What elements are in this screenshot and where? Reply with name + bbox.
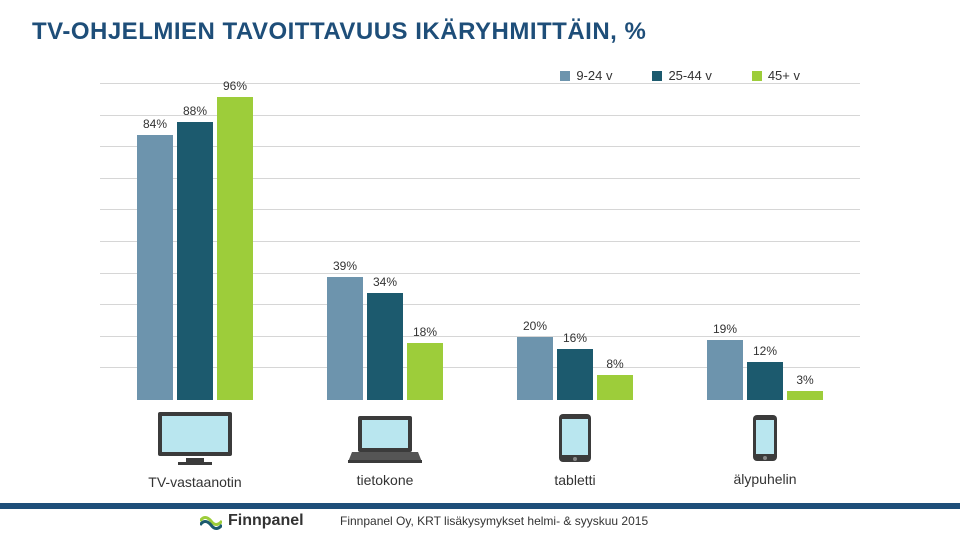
category-label: TV-vastaanotin bbox=[148, 474, 241, 490]
bar-value-label: 8% bbox=[597, 357, 633, 371]
legend-swatch bbox=[752, 71, 762, 81]
category-label: älypuhelin bbox=[733, 471, 796, 487]
tablet-icon bbox=[557, 412, 593, 464]
source-text: Finnpanel Oy, KRT lisäkysymykset helmi- … bbox=[340, 514, 648, 528]
legend-item: 25-44 v bbox=[652, 68, 711, 83]
bar: 12% bbox=[747, 362, 783, 400]
bar-group-alypuhelin: 19%12%3% bbox=[670, 84, 860, 400]
category-cell-tv: TV-vastaanotin bbox=[100, 410, 290, 490]
bar: 19% bbox=[707, 340, 743, 400]
category-icons-row: TV-vastaanotin tietokone tabletti älypuheli… bbox=[100, 410, 860, 490]
bar-value-label: 12% bbox=[747, 344, 783, 358]
phone-icon bbox=[751, 413, 779, 463]
bar-value-label: 96% bbox=[217, 79, 253, 93]
bar: 39% bbox=[327, 277, 363, 400]
chart: 9-24 v 25-44 v 45+ v 84%88%96%39%34%18%2… bbox=[100, 70, 860, 400]
bar-value-label: 18% bbox=[407, 325, 443, 339]
bar-value-label: 19% bbox=[707, 322, 743, 336]
bar: 18% bbox=[407, 343, 443, 400]
bar: 84% bbox=[137, 135, 173, 400]
bar: 96% bbox=[217, 97, 253, 400]
legend-swatch bbox=[560, 71, 570, 81]
category-label: tabletti bbox=[554, 472, 595, 488]
legend-item: 45+ v bbox=[752, 68, 800, 83]
legend-swatch bbox=[652, 71, 662, 81]
category-label: tietokone bbox=[357, 472, 414, 488]
bar: 3% bbox=[787, 391, 823, 400]
bar-value-label: 39% bbox=[327, 259, 363, 273]
bar-value-label: 88% bbox=[177, 104, 213, 118]
bar-group-tv: 84%88%96% bbox=[100, 84, 290, 400]
legend-label: 9-24 v bbox=[576, 68, 612, 83]
bar: 34% bbox=[367, 293, 403, 400]
legend-item: 9-24 v bbox=[560, 68, 612, 83]
page-title: TV-OHJELMIEN TAVOITTAVUUS IKÄRYHMITTÄIN,… bbox=[32, 18, 646, 46]
category-cell-tietokone: tietokone bbox=[290, 412, 480, 488]
category-cell-alypuhelin: älypuhelin bbox=[670, 413, 860, 487]
bar: 8% bbox=[597, 375, 633, 400]
legend-label: 25-44 v bbox=[668, 68, 711, 83]
plot-area: 84%88%96%39%34%18%20%16%8%19%12%3% bbox=[100, 84, 860, 400]
legend: 9-24 v 25-44 v 45+ v bbox=[560, 68, 800, 83]
bar: 20% bbox=[517, 337, 553, 400]
tv-icon bbox=[156, 410, 234, 466]
bar-value-label: 34% bbox=[367, 275, 403, 289]
bar-value-label: 16% bbox=[557, 331, 593, 345]
bar-group-tabletti: 20%16%8% bbox=[480, 84, 670, 400]
bar-value-label: 20% bbox=[517, 319, 553, 333]
footer-inner: Finnpanel Oy, KRT lisäkysymykset helmi- … bbox=[200, 509, 960, 533]
slide: { "title": "TV-OHJELMIEN TAVOITTAVUUS IK… bbox=[0, 0, 960, 533]
bar: 16% bbox=[557, 349, 593, 400]
category-cell-tabletti: tabletti bbox=[480, 412, 670, 488]
laptop-icon bbox=[346, 412, 424, 464]
bar: 88% bbox=[177, 122, 213, 400]
bar-value-label: 3% bbox=[787, 373, 823, 387]
legend-label: 45+ v bbox=[768, 68, 800, 83]
footer: Finnpanel Finnpanel Oy, KRT lisäkysymyks… bbox=[0, 503, 960, 533]
bar-group-tietokone: 39%34%18% bbox=[290, 84, 480, 400]
bar-groups: 84%88%96%39%34%18%20%16%8%19%12%3% bbox=[100, 84, 860, 400]
bar-value-label: 84% bbox=[137, 117, 173, 131]
